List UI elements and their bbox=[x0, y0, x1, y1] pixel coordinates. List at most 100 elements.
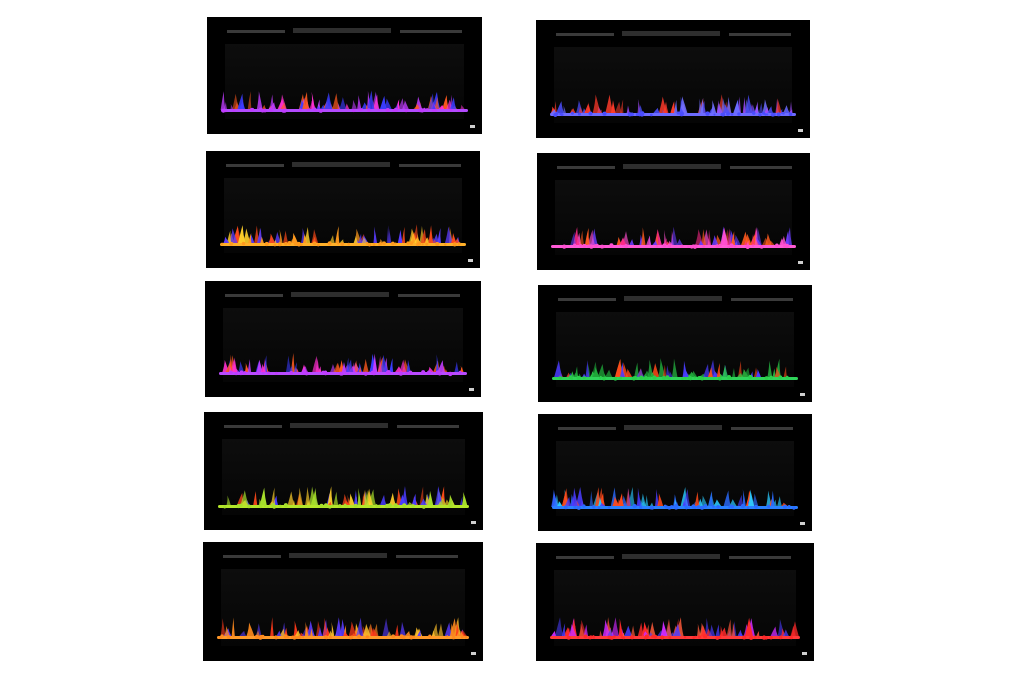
ember bbox=[404, 108, 408, 113]
flame bbox=[311, 91, 315, 110]
vent bbox=[289, 553, 387, 558]
ember bbox=[583, 634, 588, 639]
flame bbox=[292, 499, 296, 506]
flame bbox=[734, 240, 739, 246]
ember bbox=[435, 370, 441, 375]
vent bbox=[729, 33, 791, 36]
ember bbox=[283, 634, 288, 639]
flame bbox=[388, 228, 392, 244]
ember bbox=[338, 504, 342, 508]
ember bbox=[652, 634, 656, 638]
ember bbox=[357, 634, 361, 639]
flame bbox=[611, 496, 620, 507]
flame bbox=[549, 109, 558, 114]
ember bbox=[451, 635, 456, 640]
flame bbox=[335, 226, 340, 244]
flame bbox=[604, 369, 613, 378]
ember bbox=[358, 108, 362, 112]
flame bbox=[770, 626, 779, 637]
flame bbox=[317, 627, 323, 637]
ember bbox=[359, 372, 362, 375]
flame bbox=[645, 235, 652, 246]
flame bbox=[259, 236, 265, 244]
flame bbox=[357, 362, 363, 373]
ember bbox=[769, 375, 773, 379]
ember bbox=[728, 112, 731, 116]
logo bbox=[470, 125, 475, 128]
ember bbox=[785, 375, 789, 379]
logo bbox=[471, 652, 476, 655]
fireplace bbox=[536, 543, 814, 661]
vent bbox=[400, 30, 462, 33]
ember bbox=[307, 108, 311, 111]
ember bbox=[226, 635, 231, 639]
flame bbox=[406, 359, 411, 373]
flame bbox=[786, 227, 793, 246]
flame bbox=[372, 94, 380, 110]
ember bbox=[757, 635, 760, 639]
flame bbox=[411, 493, 417, 506]
flame bbox=[327, 630, 334, 637]
fireplace bbox=[205, 281, 481, 397]
flame bbox=[424, 237, 430, 244]
ember bbox=[316, 243, 320, 247]
ember bbox=[263, 504, 267, 507]
flame bbox=[746, 240, 750, 246]
flame bbox=[637, 622, 645, 637]
logo bbox=[800, 393, 805, 396]
ember bbox=[579, 244, 583, 247]
ember bbox=[270, 503, 276, 508]
flame bbox=[636, 487, 641, 507]
ember bbox=[283, 503, 288, 508]
flame bbox=[642, 370, 652, 378]
ember bbox=[220, 634, 224, 638]
ember bbox=[344, 371, 347, 374]
flame bbox=[719, 627, 728, 637]
ember bbox=[425, 242, 429, 246]
flame bbox=[571, 487, 579, 507]
flame bbox=[767, 360, 773, 378]
flame bbox=[605, 94, 614, 114]
flame bbox=[644, 494, 649, 507]
ember bbox=[764, 636, 768, 640]
ember bbox=[258, 504, 263, 509]
flame bbox=[579, 623, 585, 637]
logo bbox=[798, 129, 803, 132]
flame bbox=[377, 355, 383, 373]
flame bbox=[592, 94, 601, 114]
ember bbox=[619, 376, 622, 380]
flame bbox=[309, 628, 314, 637]
flame bbox=[367, 90, 375, 110]
ember bbox=[702, 244, 706, 248]
ember bbox=[223, 505, 227, 509]
flame bbox=[247, 91, 252, 110]
vent bbox=[558, 298, 616, 301]
ember bbox=[602, 245, 606, 248]
ember bbox=[406, 241, 410, 245]
ember bbox=[748, 374, 753, 380]
flame bbox=[690, 370, 698, 378]
vent bbox=[731, 427, 793, 430]
ember-bed bbox=[218, 505, 469, 508]
flame bbox=[335, 617, 343, 637]
vent bbox=[290, 423, 388, 428]
ember bbox=[558, 376, 562, 380]
vent bbox=[225, 294, 283, 297]
flame bbox=[379, 354, 389, 373]
ember bbox=[691, 504, 696, 509]
flame bbox=[270, 617, 274, 637]
logo bbox=[800, 522, 805, 525]
ember bbox=[577, 112, 581, 116]
ember bbox=[582, 376, 586, 380]
ember bbox=[623, 244, 629, 249]
flame bbox=[652, 107, 661, 114]
ember bbox=[681, 377, 684, 380]
flame bbox=[589, 490, 594, 507]
flame bbox=[651, 240, 659, 246]
flame bbox=[660, 620, 668, 637]
flame bbox=[399, 621, 407, 637]
ember bbox=[411, 504, 415, 508]
ember bbox=[421, 243, 424, 246]
flame bbox=[614, 101, 623, 114]
